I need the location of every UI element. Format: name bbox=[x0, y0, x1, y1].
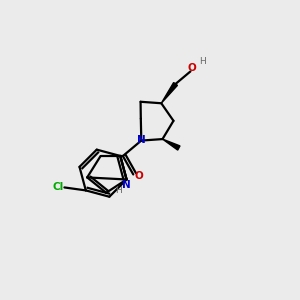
Polygon shape bbox=[161, 82, 178, 103]
Text: N: N bbox=[122, 180, 131, 190]
Text: H: H bbox=[199, 57, 206, 66]
Text: Cl: Cl bbox=[52, 182, 64, 192]
Text: O: O bbox=[134, 171, 143, 181]
Text: O: O bbox=[188, 64, 196, 74]
Polygon shape bbox=[163, 139, 180, 150]
Text: H: H bbox=[115, 186, 122, 195]
Text: N: N bbox=[137, 135, 146, 145]
